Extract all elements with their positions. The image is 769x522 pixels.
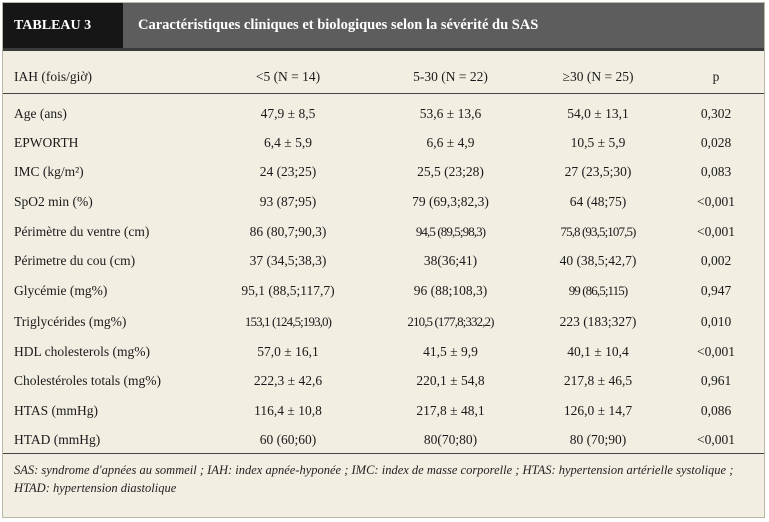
cell-p: <0,001: [697, 432, 735, 447]
cell-5-30: 96 (88;108,3): [413, 283, 488, 298]
cell-5-30: 94,5 (89,5;98,3): [415, 224, 486, 239]
cell-5-30: 38(36;41): [423, 253, 478, 268]
cell-p: 0,947: [700, 283, 732, 298]
table-row: Cholestéroles totals (mg%) 222,3 ± 42,6 …: [3, 366, 764, 395]
cell-5-30: 6,6 ± 4,9: [426, 135, 475, 150]
cell-lt5: 47,9 ± 8,5: [260, 106, 316, 121]
cell-lt5: 116,4 ± 10,8: [254, 403, 322, 418]
cell-p: 0,961: [700, 373, 732, 388]
cell-ge30: 40 (38,5;42,7): [559, 253, 637, 268]
cell-5-30: 25,5 (23;28): [417, 164, 484, 179]
cell-ge30: 126,0 ± 14,7: [563, 403, 633, 418]
cell-5-30: 53,6 ± 13,6: [419, 106, 482, 121]
table-row: Périmètre du ventre (cm) 86 (80,7;90,3) …: [3, 217, 764, 246]
row-label: Triglycérides (mg%): [14, 314, 127, 329]
row-label: Périmètre du ventre (cm): [14, 224, 150, 239]
row-label: HTAS (mmHg): [14, 403, 99, 418]
cell-p: <0,001: [697, 344, 735, 359]
cell-ge30: 217,8 ± 46,5: [563, 373, 633, 388]
cell-p: 0,002: [700, 253, 732, 268]
cell-p: 0,028: [700, 135, 732, 150]
row-label: HTAD (mmHg): [14, 432, 101, 447]
table-header-bar: TABLEAU 3 Caractéristiques cliniques et …: [3, 3, 764, 51]
row-label: Périmetre du cou (cm): [14, 253, 136, 268]
table-footnote: SAS: syndrome d'apnées au sommeil ; IAH:…: [14, 463, 734, 495]
row-label: Glycémie (mg%): [14, 283, 108, 298]
cell-5-30: 79 (69,3;82,3): [412, 194, 489, 209]
row-label: Cholestéroles totals (mg%): [14, 373, 161, 388]
column-header-5-30: 5-30 (N = 22): [413, 69, 488, 84]
table-row: IMC (kg/m²) 24 (23;25) 25,5 (23;28) 27 (…: [3, 157, 764, 186]
table-number-label: TABLEAU 3: [3, 3, 123, 48]
table-row: EPWORTH 6,4 ± 5,9 6,6 ± 4,9 10,5 ± 5,9 0…: [3, 128, 764, 157]
table-title: Caractéristiques cliniques et biologique…: [138, 17, 539, 33]
cell-lt5: 86 (80,7;90,3): [249, 224, 327, 239]
row-label: EPWORTH: [14, 135, 79, 150]
cell-ge30: 54,0 ± 13,1: [567, 106, 629, 121]
table-row: HTAS (mmHg) 116,4 ± 10,8 217,8 ± 48,1 12…: [3, 396, 764, 425]
cell-lt5: 6,4 ± 5,9: [264, 135, 312, 150]
column-header-iah: IAH (fois/giờ): [14, 69, 93, 84]
cell-p: 0,010: [700, 314, 732, 329]
cell-lt5: 222,3 ± 42,6: [253, 373, 323, 388]
row-label: HDL cholesterols (mg%): [14, 344, 150, 359]
cell-p: <0,001: [697, 224, 735, 239]
cell-lt5: 57,0 ± 16,1: [257, 344, 319, 359]
cell-ge30: 40,1 ± 10,4: [567, 344, 629, 359]
cell-lt5: 24 (23;25): [259, 164, 317, 179]
cell-lt5: 93 (87;95): [259, 194, 317, 209]
table-row: Glycémie (mg%) 95,1 (88,5;117,7) 96 (88;…: [3, 276, 764, 305]
cell-ge30: 99 (86,5;115): [568, 283, 628, 298]
cell-ge30: 223 (183;327): [559, 314, 637, 329]
cell-5-30: 217,8 ± 48,1: [416, 403, 485, 418]
table-row: Age (ans) 47,9 ± 8,5 53,6 ± 13,6 54,0 ± …: [3, 99, 764, 128]
row-label: IMC (kg/m²): [14, 164, 84, 179]
table-bottom-rule: [3, 453, 764, 454]
cell-p: 0,086: [700, 403, 732, 418]
row-label: Age (ans): [14, 106, 67, 121]
column-header-lt5: <5 (N = 14): [255, 69, 321, 84]
table-row: HDL cholesterols (mg%) 57,0 ± 16,1 41,5 …: [3, 337, 764, 366]
cell-p: 0,083: [700, 164, 732, 179]
table-row: HTAD (mmHg) 60 (60;60) 80(70;80) 80 (70;…: [3, 425, 764, 454]
cell-ge30: 75,8 (93,5;107,5): [560, 224, 637, 239]
column-header-row: IAH (fois/giờ) <5 (N = 14) 5-30 (N = 22)…: [3, 63, 764, 94]
cell-lt5: 153,1 (124,5;193,0): [244, 314, 332, 329]
cell-ge30: 80 (70;90): [569, 432, 627, 447]
column-header-p: p: [712, 69, 720, 84]
column-header-ge30: ≥30 (N = 25): [562, 69, 634, 84]
cell-p: <0,001: [697, 194, 735, 209]
table-row: Triglycérides (mg%) 153,1 (124,5;193,0) …: [3, 307, 764, 336]
cell-p: 0,302: [700, 106, 732, 121]
row-label: SpO2 min (%): [14, 194, 93, 209]
cell-5-30: 41,5 ± 9,9: [423, 344, 478, 359]
cell-5-30: 210,5 (177,8;332,2): [407, 314, 494, 329]
cell-ge30: 64 (48;75): [569, 194, 627, 209]
table-row: Périmetre du cou (cm) 37 (34,5;38,3) 38(…: [3, 246, 764, 275]
cell-lt5: 60 (60;60): [259, 432, 317, 447]
cell-5-30: 80(70;80): [423, 432, 478, 447]
cell-lt5: 95,1 (88,5;117,7): [241, 283, 335, 298]
cell-ge30: 10,5 ± 5,9: [570, 135, 626, 150]
cell-lt5: 37 (34,5;38,3): [249, 253, 327, 268]
table-row: SpO2 min (%) 93 (87;95) 79 (69,3;82,3) 6…: [3, 187, 764, 216]
cell-ge30: 27 (23,5;30): [564, 164, 632, 179]
cell-5-30: 220,1 ± 54,8: [416, 373, 485, 388]
